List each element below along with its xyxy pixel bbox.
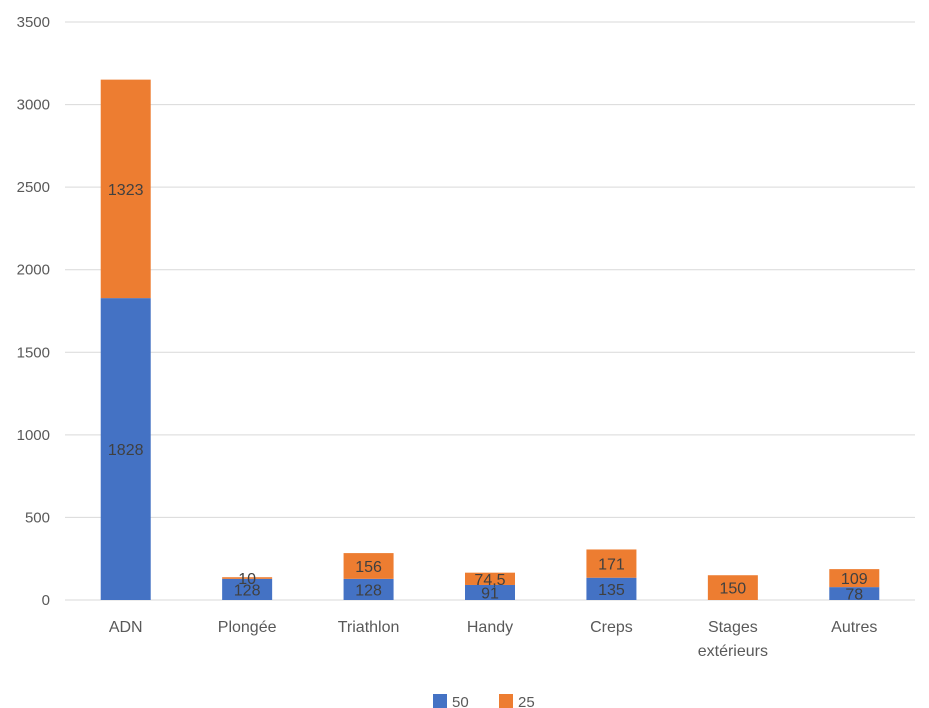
bar-segment-25-6 [829, 569, 880, 588]
bar-segment-25-4 [586, 549, 637, 578]
y-tick-label: 1000 [17, 427, 50, 444]
bar-segment-25-3 [465, 572, 515, 585]
y-tick-label: 500 [25, 509, 50, 526]
x-category-label: Plongée [218, 619, 277, 636]
legend-label: 25 [518, 694, 535, 708]
data-label: 109 [841, 571, 868, 588]
x-category-label: Stages [708, 619, 758, 636]
bar-segment-50-2 [343, 578, 394, 600]
x-category-label: extérieurs [698, 643, 768, 660]
bar-segment-50-3 [465, 584, 515, 600]
y-tick-label: 2000 [17, 262, 50, 279]
bar-segment-50-4 [586, 577, 637, 600]
data-label: 171 [598, 557, 625, 574]
bar-segment-25-2 [343, 553, 394, 579]
bar-segment-25-5 [707, 575, 758, 600]
x-category-label: ADN [109, 619, 143, 636]
bar-segment-50-0 [100, 298, 151, 600]
y-tick-label: 3500 [17, 14, 50, 31]
x-category-label: Triathlon [338, 619, 400, 636]
legend-swatch-50 [433, 694, 447, 708]
y-axis-ticks: 0 500 1000 1500 2000 2500 3000 3500 [17, 14, 50, 609]
data-label: 78 [845, 587, 863, 604]
bar-segment-25-1 [222, 577, 273, 579]
data-label: 1323 [108, 182, 144, 199]
data-label: 91 [481, 585, 499, 602]
data-label: 74,5 [474, 572, 505, 589]
y-tick-label: 0 [42, 592, 50, 609]
bar-segment-50-1 [222, 578, 273, 600]
legend: 50 25 [433, 694, 535, 708]
data-label: 1828 [108, 442, 144, 459]
gridlines [65, 21, 915, 601]
data-label: 128 [355, 582, 382, 599]
data-label: 156 [355, 559, 382, 576]
bar-segment-50-6 [829, 587, 880, 600]
bar-segment-25-0 [100, 79, 151, 299]
y-tick-label: 1500 [17, 344, 50, 361]
x-category-label: Creps [590, 619, 633, 636]
legend-swatch-25 [499, 694, 513, 708]
y-tick-label: 3000 [17, 97, 50, 114]
data-label: 10 [238, 571, 256, 588]
bars [100, 79, 880, 600]
x-category-label: Handy [467, 619, 513, 636]
y-tick-label: 2500 [17, 179, 50, 196]
legend-label: 50 [452, 694, 469, 708]
data-label: 128 [234, 582, 261, 599]
data-label: 135 [598, 582, 625, 599]
data-label: 150 [720, 581, 747, 598]
x-axis-categories: ADN Plongée Triathlon Handy Creps Stages extér… [109, 619, 878, 660]
x-category-label: Autres [831, 619, 877, 636]
